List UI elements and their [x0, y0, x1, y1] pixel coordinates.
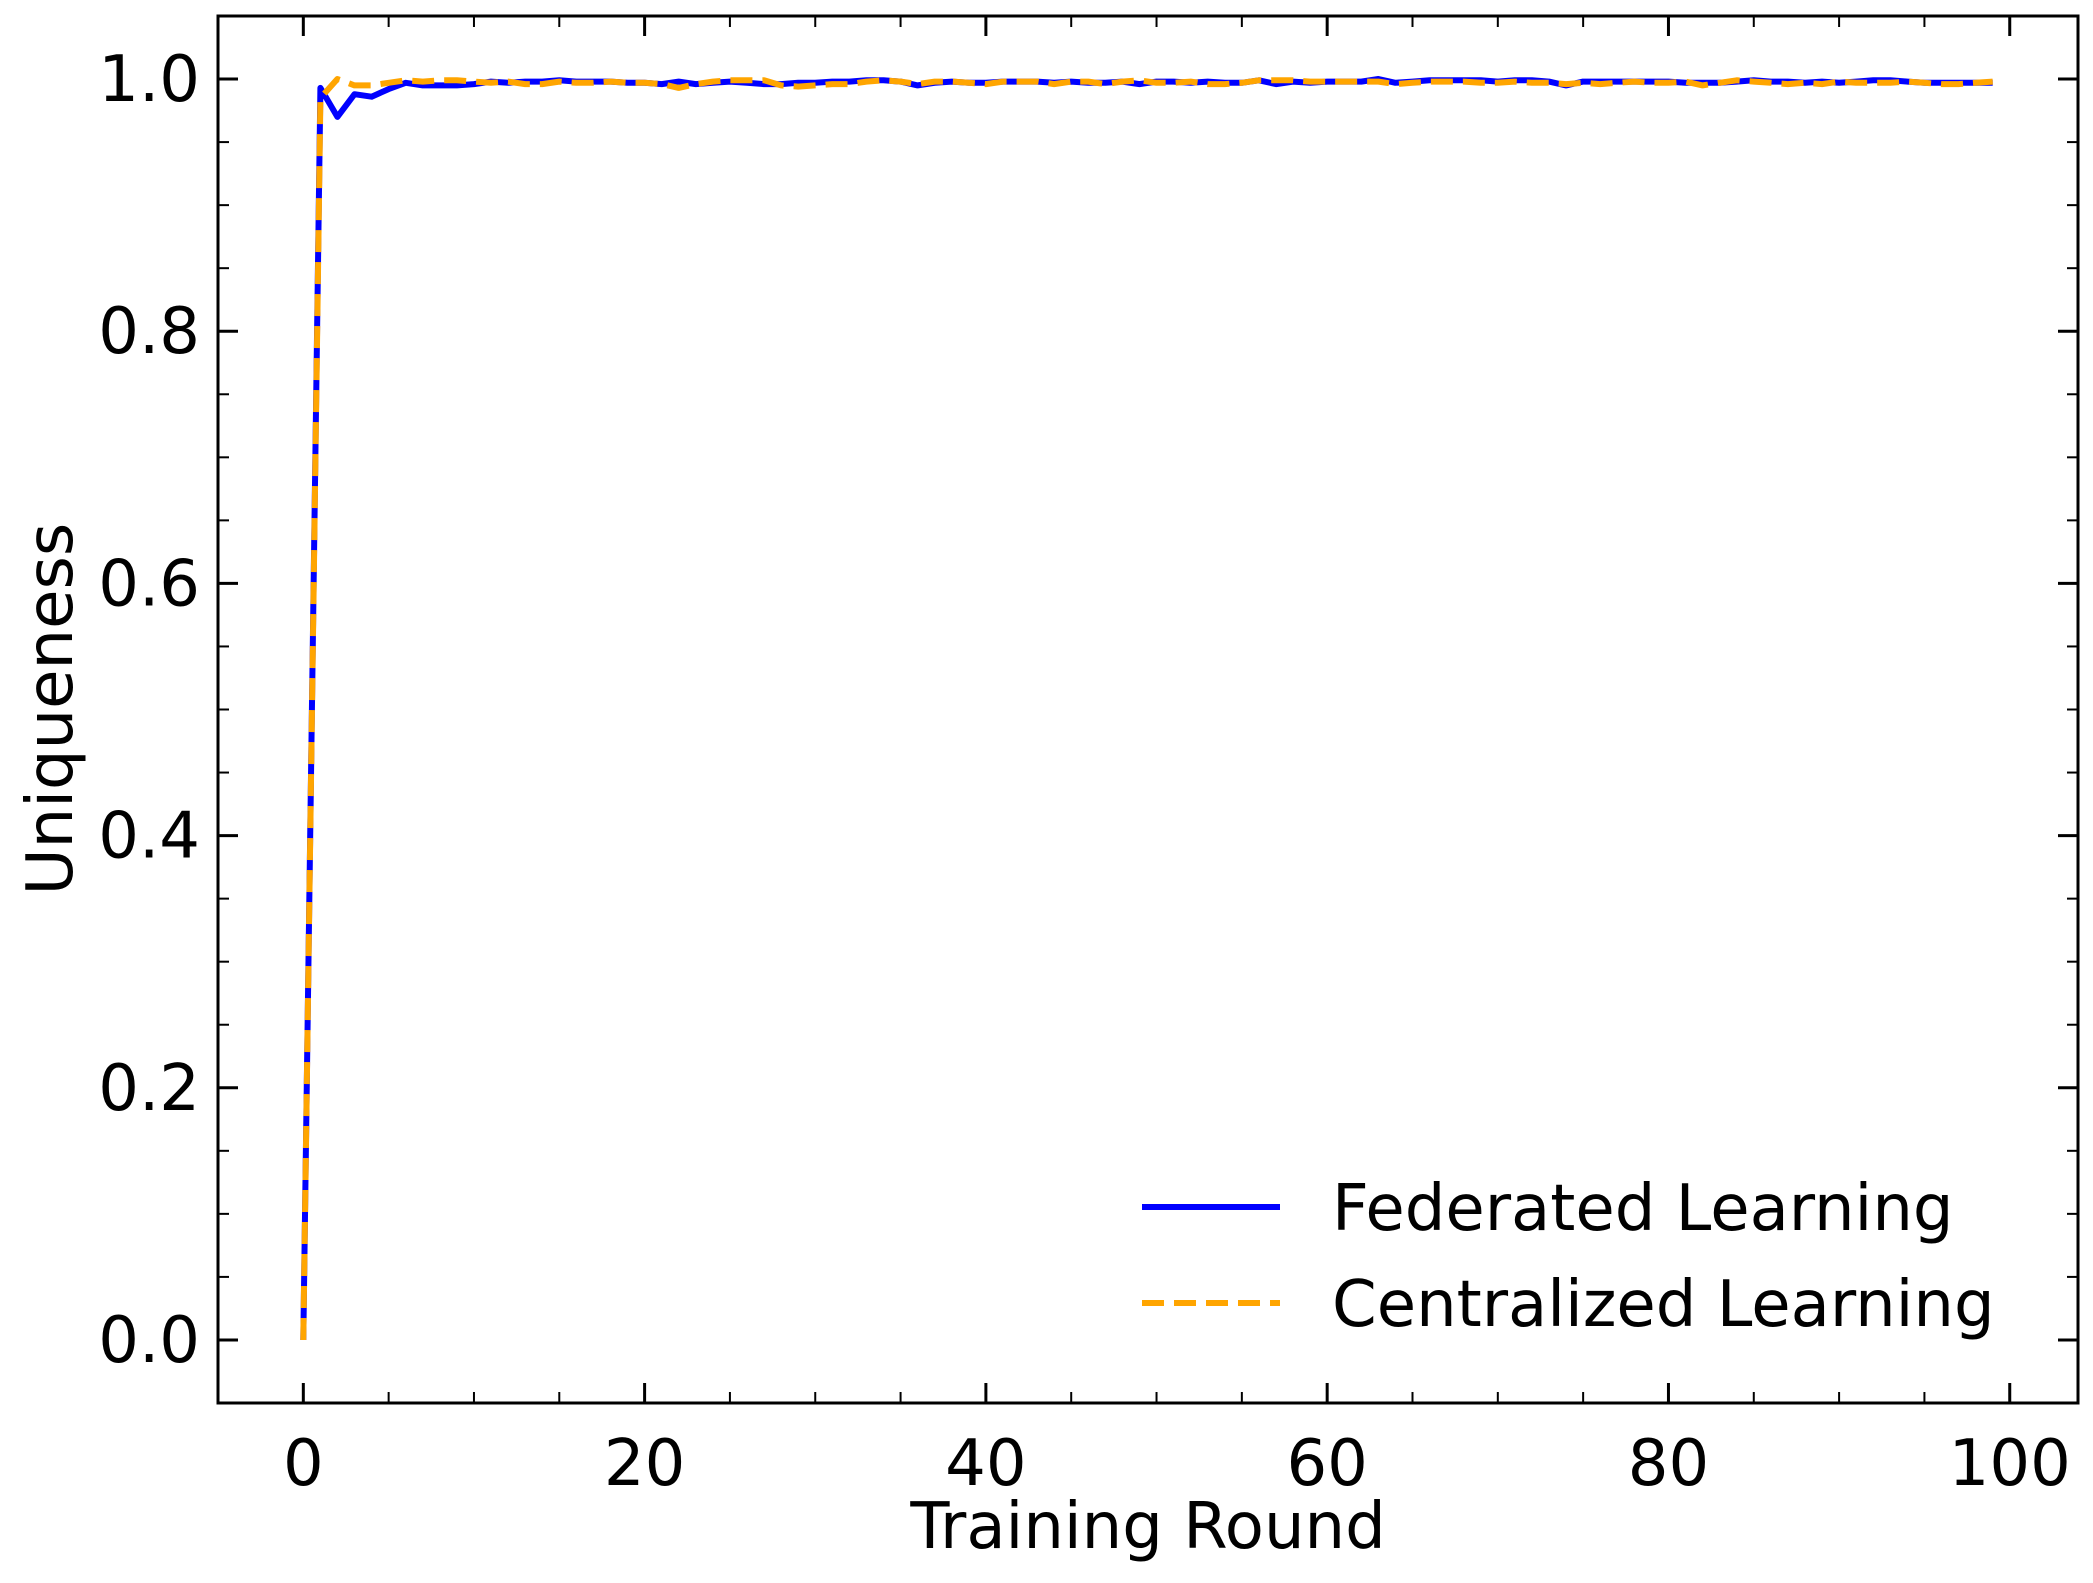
- series-lines: [300, 76, 1993, 1341]
- x-tick-label: 20: [604, 1427, 685, 1501]
- y-tick-label: 1.0: [98, 43, 200, 117]
- y-tick-label: 0.0: [98, 1304, 200, 1378]
- y-tick-label: 0.2: [98, 1052, 200, 1126]
- x-tick-label: 40: [945, 1427, 1026, 1501]
- legend: Federated Learning Centralized Learning: [1142, 1172, 1995, 1342]
- y-axis-ticks: [218, 15, 2078, 1404]
- federated-learning-line: [300, 76, 1993, 1341]
- y-tick-label: 0.8: [98, 295, 200, 369]
- y-tick-labels: 0.0 0.2 0.4 0.6 0.8 1.0: [98, 43, 200, 1378]
- centralized-learning-line: [300, 76, 1993, 1341]
- legend-label: Federated Learning: [1332, 1172, 1954, 1246]
- x-tick-label: 60: [1286, 1427, 1367, 1501]
- y-tick-label: 0.4: [98, 800, 200, 874]
- x-tick-label: 100: [1949, 1427, 2071, 1501]
- x-tick-label: 0: [283, 1427, 324, 1501]
- x-tick-labels: 0 20 40 60 80 100: [283, 1427, 2071, 1501]
- plot-frame: [216, 14, 2080, 1405]
- x-axis-label: Training Round: [909, 1490, 1385, 1564]
- legend-label: Centralized Learning: [1332, 1268, 1995, 1342]
- x-tick-label: 80: [1628, 1427, 1709, 1501]
- y-axis-label: Uniqueness: [14, 523, 88, 895]
- y-tick-label: 0.6: [98, 547, 200, 621]
